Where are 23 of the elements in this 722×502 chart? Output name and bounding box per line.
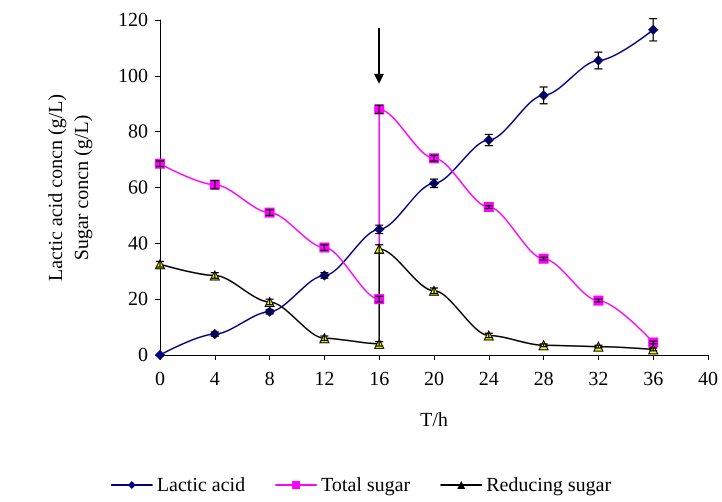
y-tick-label: 0 [138,344,148,366]
y-tick-label: 20 [128,288,148,310]
x-axis-title: T/h [420,409,448,431]
x-tick-label: 24 [478,368,499,390]
x-tick-label: 0 [155,368,165,390]
y-axis-title: Lactic acid concn (g/L) Sugar concn (g/L) [45,94,93,282]
x-tick-label: 12 [314,368,334,390]
legend-label: Reducing sugar [486,474,612,496]
x-tick-label: 32 [588,368,608,390]
y-tick-label: 40 [128,232,148,254]
y-tick-label: 60 [128,176,148,198]
legend-label: Total sugar [321,474,411,496]
x-tick-label: 16 [369,368,390,390]
x-tick-label: 4 [210,368,220,390]
y-tick-label: 80 [128,120,148,143]
x-tick-label: 20 [424,368,444,390]
legend-label: Lactic acid [156,474,246,496]
y-tick-label: 100 [118,64,148,87]
x-tick-label: 36 [643,368,664,390]
x-tick-label: 8 [264,368,275,390]
y-tick-label: 120 [118,9,148,31]
x-tick-label: 28 [534,368,554,390]
x-tick-label: 40 [698,368,718,390]
